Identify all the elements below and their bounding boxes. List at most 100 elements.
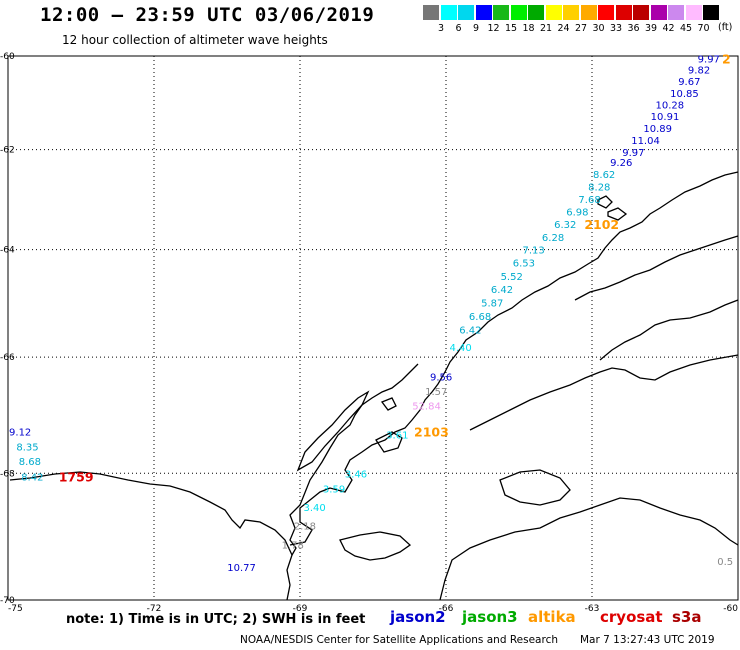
legend-tick-label: 6: [455, 23, 462, 34]
longitude-label: -69: [293, 604, 308, 614]
legend-tick-label: 36: [627, 23, 640, 34]
satellite-legend-item: jason2: [390, 608, 446, 626]
legend-swatch: [633, 5, 649, 20]
coastline-channel: [339, 531, 412, 561]
wave-height-value: 10.28: [656, 100, 685, 111]
coastline-islands-north: [574, 235, 739, 301]
coastline-adelaide-island: [296, 390, 370, 472]
wave-height-value: 7.68: [578, 195, 600, 206]
coastline-bay-east: [499, 469, 571, 506]
legend-swatch: [493, 5, 509, 20]
map-title: 12:00 – 23:59 UTC 03/06/2019: [40, 4, 375, 26]
latitude-label: -60: [0, 52, 15, 62]
legend-tick-label: 45: [679, 23, 693, 34]
wave-height-value: 8.35: [16, 442, 38, 453]
legend-tick-label: 9: [472, 23, 480, 34]
wave-height-value: 6.42: [459, 325, 481, 336]
pass-time-label: 2103: [414, 425, 449, 440]
wave-height-value: 10.91: [651, 112, 680, 123]
longitude-label: -75: [8, 604, 23, 614]
map-frame: [7, 55, 739, 601]
legend-tick-label: 24: [557, 23, 570, 34]
legend-swatch: [598, 5, 614, 20]
longitude-label: -60: [723, 604, 738, 614]
generation-timestamp: Mar 7 13:27:43 UTC 2019: [580, 634, 715, 646]
coastline-peninsula-west: [9, 471, 293, 601]
wave-height-value: 7.13: [522, 246, 544, 257]
satellite-legend-item: cryosat: [600, 608, 663, 626]
wave-height-value: 6.32: [554, 220, 576, 231]
wave-height-value: 0.5: [717, 557, 733, 568]
wave-height-value: 10.77: [227, 563, 256, 574]
latitude-label: -68: [0, 469, 15, 479]
graticule: -60 -62 -64 -66 -68 -70-75 -72 -69 -66 -63 -60: [0, 52, 738, 614]
wave-height-value: 6.98: [566, 207, 588, 218]
legend-tick-label: 33: [609, 23, 623, 34]
legend-tick-label: 12: [487, 23, 500, 34]
legend-swatch: [668, 5, 684, 20]
legend-swatch: [475, 5, 492, 20]
wave-height-value: 6.42: [491, 285, 513, 296]
pass-time-labels: 2102 2103 1759 2: [59, 51, 731, 484]
wave-height-observations: 9.979.829.6710.8510.2810.9110.8911.049.9…: [9, 54, 733, 574]
legend-swatch: [703, 5, 719, 20]
pass-time-label: 1759: [59, 469, 94, 484]
wave-height-value: 10.85: [670, 89, 699, 100]
credit-line: NOAA/NESDIS Center for Satellite Applica…: [240, 634, 558, 646]
wave-height-value: 8.28: [588, 182, 610, 193]
coastline-island-small-2: [597, 195, 613, 209]
wave-height-value: 10.89: [643, 124, 672, 135]
satellite-legend-item: jason3: [462, 608, 518, 626]
coastline-island-small-3: [607, 207, 628, 221]
legend-swatch: [563, 5, 579, 20]
latitude-label: -66: [0, 353, 15, 363]
wave-height-value: 5.87: [481, 298, 503, 309]
satellite-legend-item: altika: [528, 608, 576, 626]
coastline-east-inlet: [469, 354, 739, 431]
legend-tick-label: 30: [592, 23, 605, 34]
wave-height-value: 8.42: [21, 472, 43, 483]
wave-height-value: 9.97: [622, 148, 644, 159]
coastline-island-small-1: [375, 431, 403, 453]
wave-height-value: 3.59: [323, 485, 345, 496]
wave-height-value: 11.04: [631, 136, 660, 147]
latitude-label: -70: [0, 596, 15, 606]
wave-height-value: 9.67: [678, 77, 700, 88]
satellite-legend-item: s3a: [672, 608, 702, 626]
wave-height-value: 2.18: [294, 522, 316, 533]
wave-height-value: 5.52: [501, 272, 523, 283]
wave-height-value: 6.53: [513, 259, 535, 270]
latitude-label: -64: [0, 246, 15, 256]
coastline-east-shelf: [439, 497, 739, 601]
coastline-peninsula-inner: [289, 171, 739, 546]
longitude-label: -63: [585, 604, 600, 614]
legend-tick-label: 42: [662, 23, 675, 34]
legend-tick-label: 21: [539, 23, 553, 34]
legend-swatch: [685, 5, 702, 20]
longitude-label: -72: [147, 604, 162, 614]
pass-time-label: 2102: [584, 217, 619, 232]
wave-height-value: 9.56: [430, 373, 452, 384]
latitude-label: -62: [0, 146, 15, 156]
legend-tick-label: 39: [644, 23, 658, 34]
wave-height-value: 9.26: [610, 158, 632, 169]
pass-time-label: 2: [722, 51, 731, 66]
legend-swatch: [440, 5, 457, 20]
coastline-ice-front: [599, 299, 739, 361]
wave-height-value: 9.12: [9, 428, 31, 439]
legend-swatch: [528, 5, 544, 20]
wave-height-value: 8.68: [19, 457, 41, 468]
legend-swatch: [545, 5, 562, 20]
footer-note: note: 1) Time is in UTC; 2) SWH is in fe…: [66, 612, 366, 627]
legend-swatch: [650, 5, 667, 20]
legend-swatch: [580, 5, 597, 20]
legend-tick-label: 15: [504, 23, 518, 34]
wave-height-value: 52.84: [412, 401, 441, 412]
wave-height-value: 6.68: [469, 312, 491, 323]
longitude-label: -66: [439, 604, 454, 614]
legend-tick-label: 18: [522, 23, 535, 34]
legend-tick-label: 3: [437, 23, 445, 34]
wave-height-value: 9.97: [698, 54, 720, 65]
wave-height-value: 8.62: [593, 170, 615, 181]
